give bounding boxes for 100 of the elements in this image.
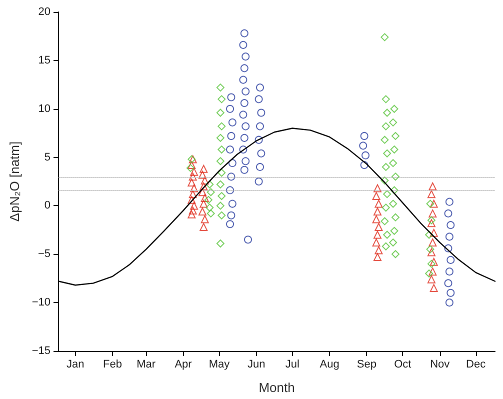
point (190, 202, 198, 210)
point (216, 108, 224, 117)
point (430, 200, 438, 208)
point (228, 159, 236, 168)
point (228, 200, 236, 208)
point (190, 184, 198, 192)
point (204, 196, 212, 204)
point (188, 172, 197, 181)
point (427, 260, 436, 268)
point (227, 132, 236, 140)
point (382, 95, 390, 104)
point (445, 298, 454, 307)
point (226, 186, 234, 194)
point (200, 223, 208, 232)
point (226, 146, 234, 154)
point (240, 64, 248, 72)
point (190, 168, 198, 176)
y-tick-label: 0 (44, 200, 51, 212)
y-tick-label: 5 (44, 151, 51, 164)
point (242, 87, 250, 96)
x-tick-label: Dec (466, 358, 486, 370)
point (200, 200, 208, 208)
point (391, 213, 400, 222)
point (445, 232, 454, 241)
point (239, 110, 248, 119)
point (256, 122, 264, 130)
point (444, 279, 452, 288)
point (200, 182, 208, 190)
point (425, 270, 434, 278)
point (200, 176, 209, 185)
point (382, 162, 390, 171)
point (372, 238, 380, 247)
x-tick-label: May (208, 358, 230, 370)
point (373, 208, 382, 216)
point (240, 166, 248, 174)
point (427, 216, 436, 224)
point (428, 209, 437, 218)
point (383, 149, 392, 158)
point (239, 40, 248, 49)
point (391, 132, 400, 140)
point (188, 210, 196, 218)
point (360, 161, 368, 170)
point (256, 84, 264, 92)
point (374, 246, 383, 254)
point (389, 238, 398, 247)
point (390, 226, 398, 235)
point (430, 228, 438, 237)
point (390, 146, 398, 154)
point (359, 142, 368, 150)
point (188, 161, 196, 170)
point (206, 188, 215, 196)
point (228, 118, 236, 126)
point (445, 198, 454, 206)
y-tick-label: 15 (38, 54, 51, 66)
point (218, 95, 226, 104)
y-tick-label: −5 (38, 248, 51, 260)
point (216, 202, 224, 210)
x-tick-label: Jan (66, 358, 84, 370)
point (360, 132, 368, 140)
point (239, 146, 248, 154)
point (427, 219, 436, 228)
x-tick-label: Nov (430, 358, 450, 370)
point (427, 248, 436, 256)
point (425, 230, 434, 239)
point (391, 172, 400, 181)
x-tick-label: Oct (394, 358, 412, 370)
point (218, 146, 226, 154)
point (188, 196, 196, 204)
point (426, 245, 434, 254)
point (242, 157, 250, 166)
point (380, 176, 389, 185)
point (216, 239, 224, 248)
point (389, 200, 398, 208)
point (428, 182, 437, 190)
x-axis-title: Month (258, 380, 295, 395)
point (240, 134, 248, 142)
point (430, 284, 438, 292)
point (188, 206, 197, 215)
point (257, 149, 266, 158)
point (206, 180, 214, 188)
y-axis-title: ΔpN₂O [natm] (7, 141, 22, 222)
point (426, 200, 434, 208)
point (242, 52, 250, 61)
point (200, 194, 209, 202)
point (227, 172, 236, 181)
point (218, 168, 226, 177)
point (427, 190, 436, 198)
y-tick-label: 20 (38, 6, 51, 18)
y-tick-label: 10 (38, 102, 51, 115)
point (390, 104, 398, 113)
point (254, 136, 263, 144)
point (216, 180, 224, 188)
point (372, 192, 380, 200)
point (389, 159, 398, 168)
point (188, 178, 196, 186)
point (227, 211, 236, 220)
point (200, 215, 209, 224)
point (254, 178, 263, 186)
point (226, 220, 234, 228)
point (227, 93, 236, 102)
